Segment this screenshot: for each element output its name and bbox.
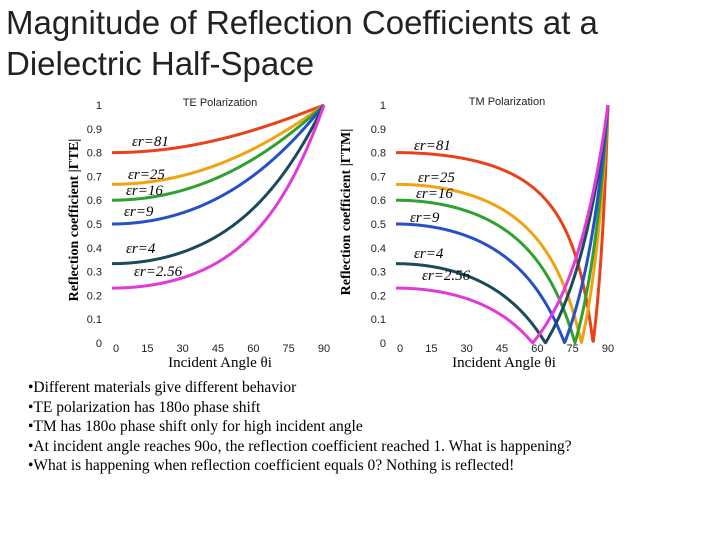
bullet-item: •What is happening when reflection coeff… [28, 457, 515, 474]
series-label: εr=25 [128, 167, 165, 183]
series-label: εr=4 [126, 241, 156, 257]
x-tick-label: 15 [141, 343, 153, 355]
y-tick-label: 0.7 [371, 171, 386, 183]
slide-title: Magnitude of Reflection Coefficients at … [6, 2, 706, 84]
series-label: εr=16 [416, 186, 453, 202]
series-label: εr=4 [414, 246, 444, 262]
y-tick-label: 0.4 [371, 243, 386, 255]
series-label: εr=16 [126, 183, 163, 199]
series-line [111, 103, 325, 155]
x-tick-label: 45 [496, 343, 508, 355]
y-tick-label: 0.4 [87, 243, 102, 255]
series-label: εr=81 [132, 134, 169, 150]
y-tick-label: 0.1 [371, 314, 386, 326]
y-tick-label: 0.7 [87, 171, 102, 183]
x-tick-label: 15 [425, 343, 437, 355]
series-label: εr=81 [414, 138, 451, 154]
series-label: εr=9 [124, 204, 154, 220]
y-axis-label: Reflection coefficient |ΓTE| [67, 139, 82, 302]
series-line [111, 103, 325, 186]
y-tick-label: 0 [96, 338, 102, 350]
series-line [395, 104, 610, 345]
x-tick-label: 60 [531, 343, 543, 355]
chart-title: TE Polarization [183, 97, 258, 109]
x-tick-label: 0 [397, 343, 403, 355]
x-tick-label: 75 [567, 343, 579, 355]
y-tick-label: 0.2 [87, 290, 102, 302]
series-line [395, 104, 610, 343]
bullet-item: •TE polarization has 180o phase shift [28, 398, 261, 416]
bullet-item: •Different materials give different beha… [28, 379, 297, 396]
title-line-2: Dielectric Half-Space [6, 45, 315, 82]
x-tick-label: 90 [318, 343, 330, 355]
bullet-list: •Different materials give different beha… [28, 378, 708, 476]
y-tick-label: 0.3 [87, 267, 102, 279]
x-axis-label: Incident Angle θi [452, 355, 556, 371]
series-line [111, 104, 326, 226]
series-line [395, 104, 610, 345]
series-line [111, 103, 326, 202]
x-tick-label: 60 [247, 343, 259, 355]
y-axis-label: Reflection coefficient |ΓTM| [339, 129, 354, 296]
x-tick-label: 0 [113, 343, 119, 355]
bullet-item: •TM has 180o phase shift only for high i… [28, 418, 363, 435]
y-tick-label: 0.5 [371, 219, 386, 231]
y-tick-label: 0.3 [371, 267, 386, 279]
y-tick-label: 0.6 [371, 195, 386, 207]
y-tick-label: 0.5 [87, 219, 102, 231]
y-tick-label: 0.8 [371, 148, 386, 160]
x-tick-label: 45 [212, 343, 224, 355]
title-line-1: Magnitude of Reflection Coefficients at … [6, 4, 598, 41]
x-tick-label: 75 [283, 343, 295, 355]
y-tick-label: 0.6 [87, 195, 102, 207]
series-line [395, 104, 610, 344]
series-line [395, 104, 610, 345]
y-tick-label: 0.1 [87, 314, 102, 326]
y-tick-label: 0.2 [371, 290, 386, 302]
y-tick-label: 1 [96, 100, 102, 112]
y-tick-label: 0.9 [87, 124, 102, 136]
bullet-item: •At incident angle reaches 90o, the refl… [28, 437, 572, 455]
series-line [111, 104, 326, 266]
y-tick-label: 0.8 [87, 148, 102, 160]
x-tick-label: 90 [602, 343, 614, 355]
x-tick-label: 30 [177, 343, 189, 355]
series-line [111, 104, 326, 290]
x-axis-label: Incident Angle θi [168, 355, 272, 371]
series-label: εr=25 [418, 170, 455, 186]
x-tick-label: 30 [461, 343, 473, 355]
series-label: εr=9 [410, 210, 440, 226]
y-tick-label: 0.9 [371, 124, 386, 136]
y-tick-label: 1 [380, 100, 386, 112]
series-label: εr=2.56 [134, 264, 183, 280]
chart-title: TM Polarization [469, 96, 545, 108]
series-line [395, 104, 610, 345]
series-label: εr=2.56 [422, 268, 471, 284]
y-tick-label: 0 [380, 338, 386, 350]
